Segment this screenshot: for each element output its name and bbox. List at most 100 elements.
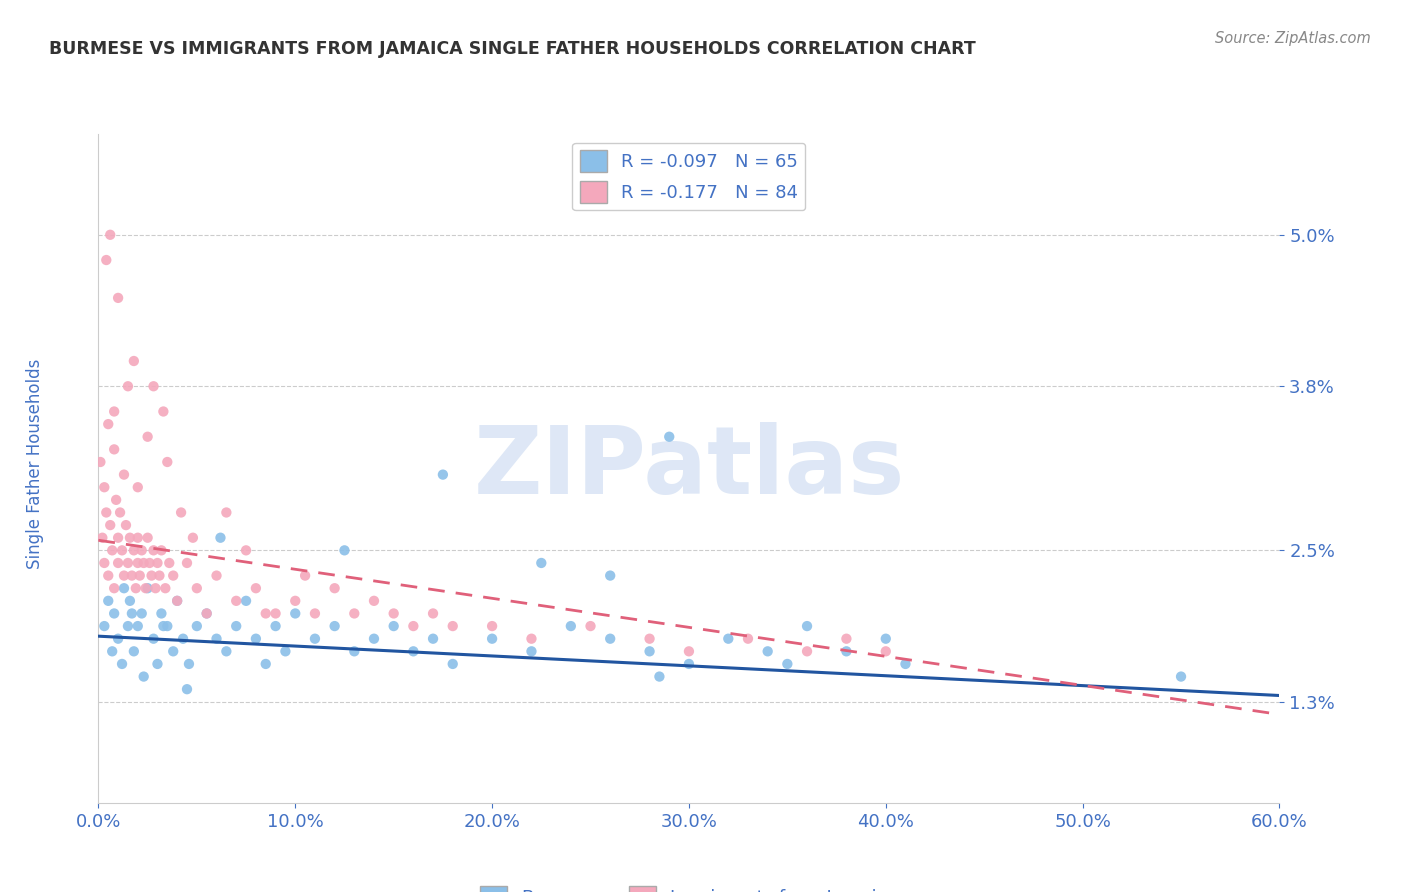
Point [254,607,277,621]
Point [441,657,464,671]
Point [195,607,218,621]
Point [150,607,173,621]
Point [363,594,385,608]
Point [254,657,277,671]
Point [131,607,153,621]
Point [125,581,148,595]
Point [796,619,818,633]
Legend: Burmese, Immigrants from Jamaica: Burmese, Immigrants from Jamaica [472,879,905,892]
Point [717,632,740,646]
Point [382,607,405,621]
Point [304,607,326,621]
Point [128,568,150,582]
Point [101,644,124,658]
Point [776,657,799,671]
Point [481,632,503,646]
Point [145,581,167,595]
Point [117,556,139,570]
Point [294,568,316,582]
Point [235,543,257,558]
Point [176,556,198,570]
Point [103,442,125,457]
Point [599,632,621,646]
Point [108,506,131,520]
Point [162,644,184,658]
Point [875,644,897,658]
Point [756,644,779,658]
Point [91,531,114,545]
Point [97,417,120,431]
Point [141,568,163,582]
Point [96,506,118,520]
Point [737,632,759,646]
Point [678,657,700,671]
Point [432,467,454,482]
Point [98,227,121,242]
Point [225,619,247,633]
Text: Single Father Households: Single Father Households [27,359,44,569]
Point [101,543,124,558]
Point [209,531,232,545]
Point [638,632,661,646]
Point [155,581,177,595]
Point [127,619,149,633]
Point [103,607,125,621]
Point [195,607,218,621]
Point [127,480,149,494]
Point [142,632,165,646]
Point [284,607,307,621]
Point [142,379,165,393]
Point [422,607,444,621]
Point [112,568,135,582]
Point [441,619,464,633]
Point [215,644,238,658]
Point [111,657,134,671]
Point [274,644,297,658]
Point [560,619,582,633]
Point [111,543,134,558]
Point [138,556,160,570]
Point [98,518,121,533]
Point [166,594,188,608]
Point [599,568,621,582]
Point [215,506,238,520]
Point [93,619,115,633]
Point [304,632,326,646]
Point [132,669,155,683]
Point [148,568,170,582]
Point [96,253,118,268]
Point [648,669,671,683]
Point [156,455,179,469]
Point [579,619,602,633]
Point [678,644,700,658]
Point [245,581,267,595]
Point [103,581,125,595]
Point [97,568,120,582]
Point [122,354,145,368]
Point [796,644,818,658]
Point [152,619,174,633]
Point [225,594,247,608]
Text: BURMESE VS IMMIGRANTS FROM JAMAICA SINGLE FATHER HOUSEHOLDS CORRELATION CHART: BURMESE VS IMMIGRANTS FROM JAMAICA SINGL… [49,40,976,58]
Text: ZIPatlas: ZIPatlas [474,422,904,515]
Point [117,619,139,633]
Point [146,657,169,671]
Point [97,594,120,608]
Point [122,543,145,558]
Point [136,430,159,444]
Point [142,543,165,558]
Point [264,619,287,633]
Point [186,619,208,633]
Point [181,531,204,545]
Point [177,657,200,671]
Point [363,632,385,646]
Point [117,379,139,393]
Point [118,531,141,545]
Point [107,291,129,305]
Point [118,594,141,608]
Point [107,632,129,646]
Point [835,632,858,646]
Point [323,581,346,595]
Point [235,594,257,608]
Point [112,467,135,482]
